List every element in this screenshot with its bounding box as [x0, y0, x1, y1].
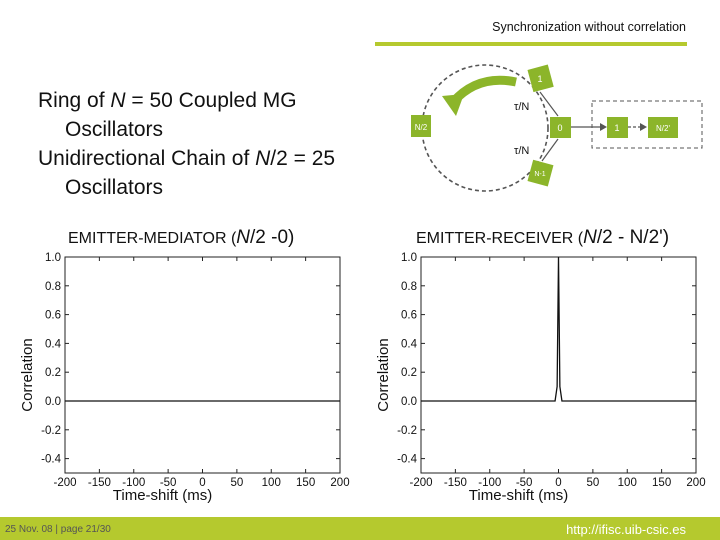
- bullet-chain-text: Unidirectional Chain of: [38, 147, 256, 170]
- chain-box: [591, 100, 703, 149]
- y-tick-label: -0.4: [397, 454, 417, 466]
- bullet-ring-text-end: = 50 Coupled MG: [125, 89, 297, 112]
- node-left: [411, 115, 431, 137]
- y-tick-label: 0.0: [401, 396, 417, 408]
- panel-title-right-suffix: /2 - N/2'): [596, 227, 670, 248]
- panel-title-left-var: N: [236, 227, 251, 248]
- chain-node-1: [607, 117, 628, 138]
- y-tick-label: -0.2: [397, 425, 417, 437]
- x-tick-label: 100: [262, 477, 281, 489]
- panel-title-left-text: EMITTER-MEDIATOR (: [68, 230, 237, 247]
- panel-title-right-var: N: [583, 227, 597, 248]
- node-mid: [550, 117, 571, 138]
- y-tick-label: 0.8: [401, 281, 417, 293]
- tau-bottom-label: τ/N: [514, 145, 529, 157]
- node-bottom: [527, 159, 554, 187]
- x-tick-label: -200: [53, 477, 76, 489]
- plot-frame: [64, 256, 341, 474]
- x-tick-label: 100: [618, 477, 637, 489]
- bullet-ring: Ring of N = 50 Coupled MG: [38, 86, 335, 115]
- bullet-ring-var: N: [110, 89, 126, 112]
- x-tick-label: -100: [122, 477, 145, 489]
- x-tick-label: 50: [586, 477, 599, 489]
- y-tick-label: -0.2: [41, 425, 61, 437]
- x-tick-label: 0: [555, 477, 561, 489]
- y-tick-label: 0.2: [401, 367, 417, 379]
- y-tick-label: 0.4: [401, 338, 418, 350]
- chain-node-end-label: N/2': [656, 124, 670, 133]
- y-tick-label: -0.4: [41, 454, 61, 466]
- node-top-label: 1: [537, 74, 542, 84]
- x-tick-label: -50: [516, 477, 533, 489]
- x-tick-label: 200: [330, 477, 349, 489]
- node-bottom-label: N-1: [534, 171, 545, 178]
- y-tick-label: 0.6: [45, 310, 61, 322]
- y-tick-label: 0.6: [401, 310, 417, 322]
- x-tick-label: -200: [409, 477, 432, 489]
- x-tick-label: -100: [478, 477, 501, 489]
- x-tick-label: 150: [652, 477, 671, 489]
- footer-url[interactable]: http://ifisc.uib-csic.es: [566, 522, 686, 537]
- node-left-label: N/2: [415, 123, 428, 132]
- y-tick-label: 0.8: [45, 281, 61, 293]
- x-tick-label: -50: [160, 477, 177, 489]
- x-tick-label: -150: [88, 477, 111, 489]
- panel-title-left: EMITTER-MEDIATOR (N/2 -0): [68, 227, 294, 249]
- footer-bar: [0, 517, 720, 540]
- network-diagram: N/2 1 0 N-1 τ/N τ/N 1 N/2': [411, 64, 703, 192]
- tau-top-label: τ/N: [514, 101, 529, 113]
- y-tick-label: 0.4: [45, 338, 62, 350]
- bullet-ring-text: Ring of: [38, 89, 111, 112]
- y-tick-label: 1.0: [45, 252, 61, 264]
- bullet-chain-continuation: Oscillators: [65, 176, 164, 199]
- correlation-series-line: [421, 256, 696, 402]
- x-tick-label: 150: [296, 477, 315, 489]
- correlation-chart-right: -200 -150 -100 -50 0 50 100 150 200 1.0 0.8 0.6 0.4 0…: [375, 252, 706, 504]
- x-tick-label: 0: [199, 477, 205, 489]
- x-tick-label: 50: [230, 477, 243, 489]
- chain-node-1-label: 1: [614, 123, 619, 133]
- bullet-chain-var: N: [255, 147, 271, 170]
- x-axis-label: Time-shift (ms): [469, 487, 568, 504]
- slide-title: Synchronization without correlation: [492, 20, 686, 34]
- arrow-to-chain: [600, 123, 607, 131]
- edge-top-mid: [539, 91, 559, 117]
- y-axis-label: Correlation: [19, 338, 36, 411]
- panel-title-right-text: EMITTER-RECEIVER (: [416, 230, 584, 247]
- bullet-chain-text-end: /2 = 25: [270, 147, 336, 170]
- x-tick-label: 200: [686, 477, 705, 489]
- chain-node-end: [648, 117, 678, 138]
- header-rule: [375, 42, 687, 46]
- panel-title-left-suffix: /2 -0): [250, 227, 295, 248]
- node-top: [527, 64, 554, 93]
- y-tick-label: 0.0: [45, 396, 61, 408]
- y-tick-label: 0.2: [45, 367, 61, 379]
- ring-arrow-body: [449, 75, 517, 106]
- edge-mid-bottom: [541, 138, 559, 162]
- node-mid-label: 0: [557, 123, 562, 133]
- correlation-chart-left: -200 -150 -100 -50 0 50 100 150 200 1.0 0.8 0.6 0.4 0…: [19, 252, 350, 504]
- footer-date-page: 25 Nov. 08 | page 21/30: [5, 524, 111, 535]
- x-tick-label: -150: [444, 477, 467, 489]
- x-axis-label: Time-shift (ms): [113, 487, 212, 504]
- y-axis-label: Correlation: [375, 338, 392, 411]
- ring-arrow-head: [442, 94, 464, 116]
- bullet-ring-continuation: Oscillators: [65, 118, 164, 141]
- bullet-list: Ring of N = 50 Coupled MG Oscillators Un…: [38, 86, 335, 202]
- arrow-to-chain-end: [640, 123, 647, 131]
- panel-title-right: EMITTER-RECEIVER (N/2 - N/2'): [416, 227, 669, 249]
- bullet-chain: Unidirectional Chain of N/2 = 25: [38, 144, 335, 173]
- y-tick-label: 1.0: [401, 252, 417, 264]
